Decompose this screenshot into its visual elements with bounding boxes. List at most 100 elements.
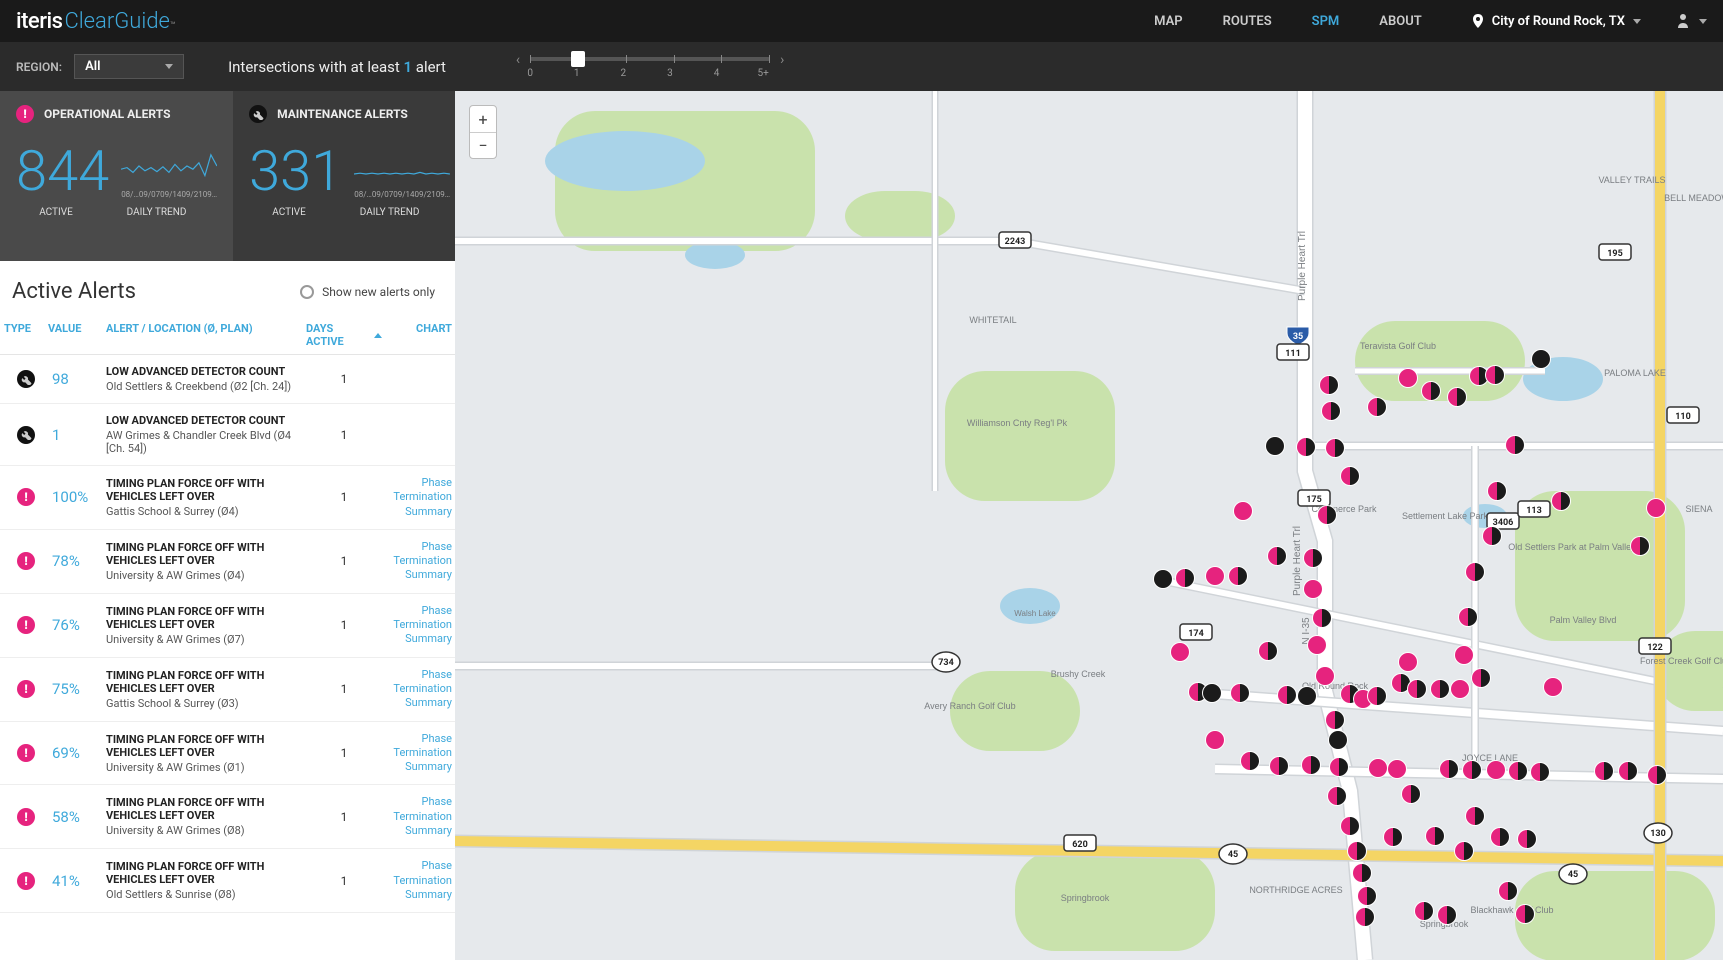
map-marker[interactable] [1325, 438, 1345, 458]
map-marker[interactable] [1277, 685, 1297, 705]
slider-prev[interactable]: ‹ [516, 52, 520, 68]
map-marker[interactable] [1543, 677, 1563, 697]
map-marker[interactable] [1367, 397, 1387, 417]
map-marker[interactable] [1462, 760, 1482, 780]
map-marker[interactable] [1465, 806, 1485, 826]
user-menu[interactable] [1677, 13, 1707, 29]
map-marker[interactable] [1315, 666, 1335, 686]
map-marker[interactable] [1387, 759, 1407, 779]
map-marker[interactable] [1407, 679, 1427, 699]
map-marker[interactable] [1355, 907, 1375, 927]
nav-link-about[interactable]: ABOUT [1379, 14, 1421, 29]
map-marker[interactable] [1482, 526, 1502, 546]
map-marker[interactable] [1297, 686, 1317, 706]
map-marker[interactable] [1454, 841, 1474, 861]
map-panel[interactable]: VALLEY TRAILSBELL MEADOWSFAMILY ACRESWHI… [455, 91, 1723, 960]
table-row[interactable]: 1LOW ADVANCED DETECTOR COUNTAW Grimes & … [0, 404, 455, 466]
col-chart[interactable]: CHART [382, 322, 452, 348]
map-marker[interactable] [1240, 751, 1260, 771]
map-marker[interactable] [1594, 761, 1614, 781]
map-marker[interactable] [1490, 827, 1510, 847]
map-marker[interactable] [1317, 505, 1337, 525]
map-marker[interactable] [1647, 765, 1667, 785]
map-marker[interactable] [1325, 710, 1345, 730]
chart-link[interactable]: PhaseTerminationSummary [382, 795, 452, 838]
map-marker[interactable] [1486, 760, 1506, 780]
map-marker[interactable] [1202, 683, 1222, 703]
map-marker[interactable] [1425, 826, 1445, 846]
col-days[interactable]: DAYS ACTIVE [306, 322, 382, 348]
map-marker[interactable] [1471, 668, 1491, 688]
nav-link-spm[interactable]: SPM [1312, 14, 1340, 29]
map-marker[interactable] [1357, 886, 1377, 906]
map-marker[interactable] [1450, 679, 1470, 699]
map-marker[interactable] [1328, 730, 1348, 750]
map-marker[interactable] [1530, 762, 1550, 782]
table-row[interactable]: !75%TIMING PLAN FORCE OFF WITH VEHICLES … [0, 658, 455, 722]
table-row[interactable]: !58%TIMING PLAN FORCE OFF WITH VEHICLES … [0, 785, 455, 849]
map-marker[interactable] [1312, 608, 1332, 628]
map-marker[interactable] [1303, 548, 1323, 568]
col-alert[interactable]: ALERT / LOCATION (Ø, PLAN) [106, 322, 306, 348]
map-marker[interactable] [1153, 569, 1173, 589]
map-marker[interactable] [1205, 566, 1225, 586]
col-type[interactable]: TYPE [4, 322, 48, 348]
map-marker[interactable] [1531, 349, 1551, 369]
table-row[interactable]: 98LOW ADVANCED DETECTOR COUNTOld Settler… [0, 355, 455, 404]
map-marker[interactable] [1498, 881, 1518, 901]
slider-track[interactable]: 012345+ [530, 54, 770, 80]
table-row[interactable]: !78%TIMING PLAN FORCE OFF WITH VEHICLES … [0, 530, 455, 594]
map-marker[interactable] [1421, 381, 1441, 401]
map-marker[interactable] [1439, 759, 1459, 779]
map-marker[interactable] [1398, 368, 1418, 388]
col-value[interactable]: VALUE [48, 322, 106, 348]
map-marker[interactable] [1508, 761, 1528, 781]
map-marker[interactable] [1175, 568, 1195, 588]
map-marker[interactable] [1401, 784, 1421, 804]
nav-link-map[interactable]: MAP [1154, 14, 1183, 29]
zoom-in-button[interactable]: + [470, 106, 496, 132]
chart-link[interactable]: PhaseTerminationSummary [382, 859, 452, 902]
map-marker[interactable] [1430, 679, 1450, 699]
map-marker[interactable] [1505, 435, 1525, 455]
map-marker[interactable] [1321, 401, 1341, 421]
show-new-toggle[interactable]: Show new alerts only [300, 285, 435, 299]
slider-next[interactable]: › [780, 52, 784, 68]
map-marker[interactable] [1230, 683, 1250, 703]
chart-link[interactable]: PhaseTerminationSummary [382, 668, 452, 711]
chart-link[interactable]: PhaseTerminationSummary [382, 732, 452, 775]
table-row[interactable]: !100%TIMING PLAN FORCE OFF WITH VEHICLES… [0, 466, 455, 530]
map-marker[interactable] [1447, 387, 1467, 407]
map-marker[interactable] [1303, 579, 1323, 599]
map-marker[interactable] [1454, 645, 1474, 665]
map-marker[interactable] [1367, 686, 1387, 706]
map-marker[interactable] [1319, 375, 1339, 395]
maintenance-alerts-card[interactable]: MAINTENANCE ALERTS 331 08/…09/0709/1409/… [233, 91, 466, 261]
map-marker[interactable] [1487, 481, 1507, 501]
location-selector[interactable]: City of Round Rock, TX [1472, 14, 1641, 29]
map-canvas[interactable]: VALLEY TRAILSBELL MEADOWSFAMILY ACRESWHI… [455, 91, 1723, 960]
map-marker[interactable] [1515, 904, 1535, 924]
slider-handle[interactable] [571, 51, 585, 67]
zoom-out-button[interactable]: − [470, 132, 496, 158]
map-marker[interactable] [1233, 501, 1253, 521]
map-marker[interactable] [1307, 635, 1327, 655]
map-marker[interactable] [1352, 863, 1372, 883]
operational-alerts-card[interactable]: ! OPERATIONAL ALERTS 844 08/…09/0709/140… [0, 91, 233, 261]
map-marker[interactable] [1383, 827, 1403, 847]
map-marker[interactable] [1458, 607, 1478, 627]
map-marker[interactable] [1327, 786, 1347, 806]
map-marker[interactable] [1485, 365, 1505, 385]
map-marker[interactable] [1258, 641, 1278, 661]
map-marker[interactable] [1329, 757, 1349, 777]
map-marker[interactable] [1646, 498, 1666, 518]
map-marker[interactable] [1465, 562, 1485, 582]
map-marker[interactable] [1170, 642, 1190, 662]
table-row[interactable]: !41%TIMING PLAN FORCE OFF WITH VEHICLES … [0, 849, 455, 913]
map-marker[interactable] [1340, 816, 1360, 836]
map-marker[interactable] [1551, 491, 1571, 511]
table-row[interactable]: !69%TIMING PLAN FORCE OFF WITH VEHICLES … [0, 722, 455, 786]
map-marker[interactable] [1437, 905, 1457, 925]
nav-link-routes[interactable]: ROUTES [1223, 14, 1272, 29]
region-select[interactable]: All [74, 54, 184, 79]
